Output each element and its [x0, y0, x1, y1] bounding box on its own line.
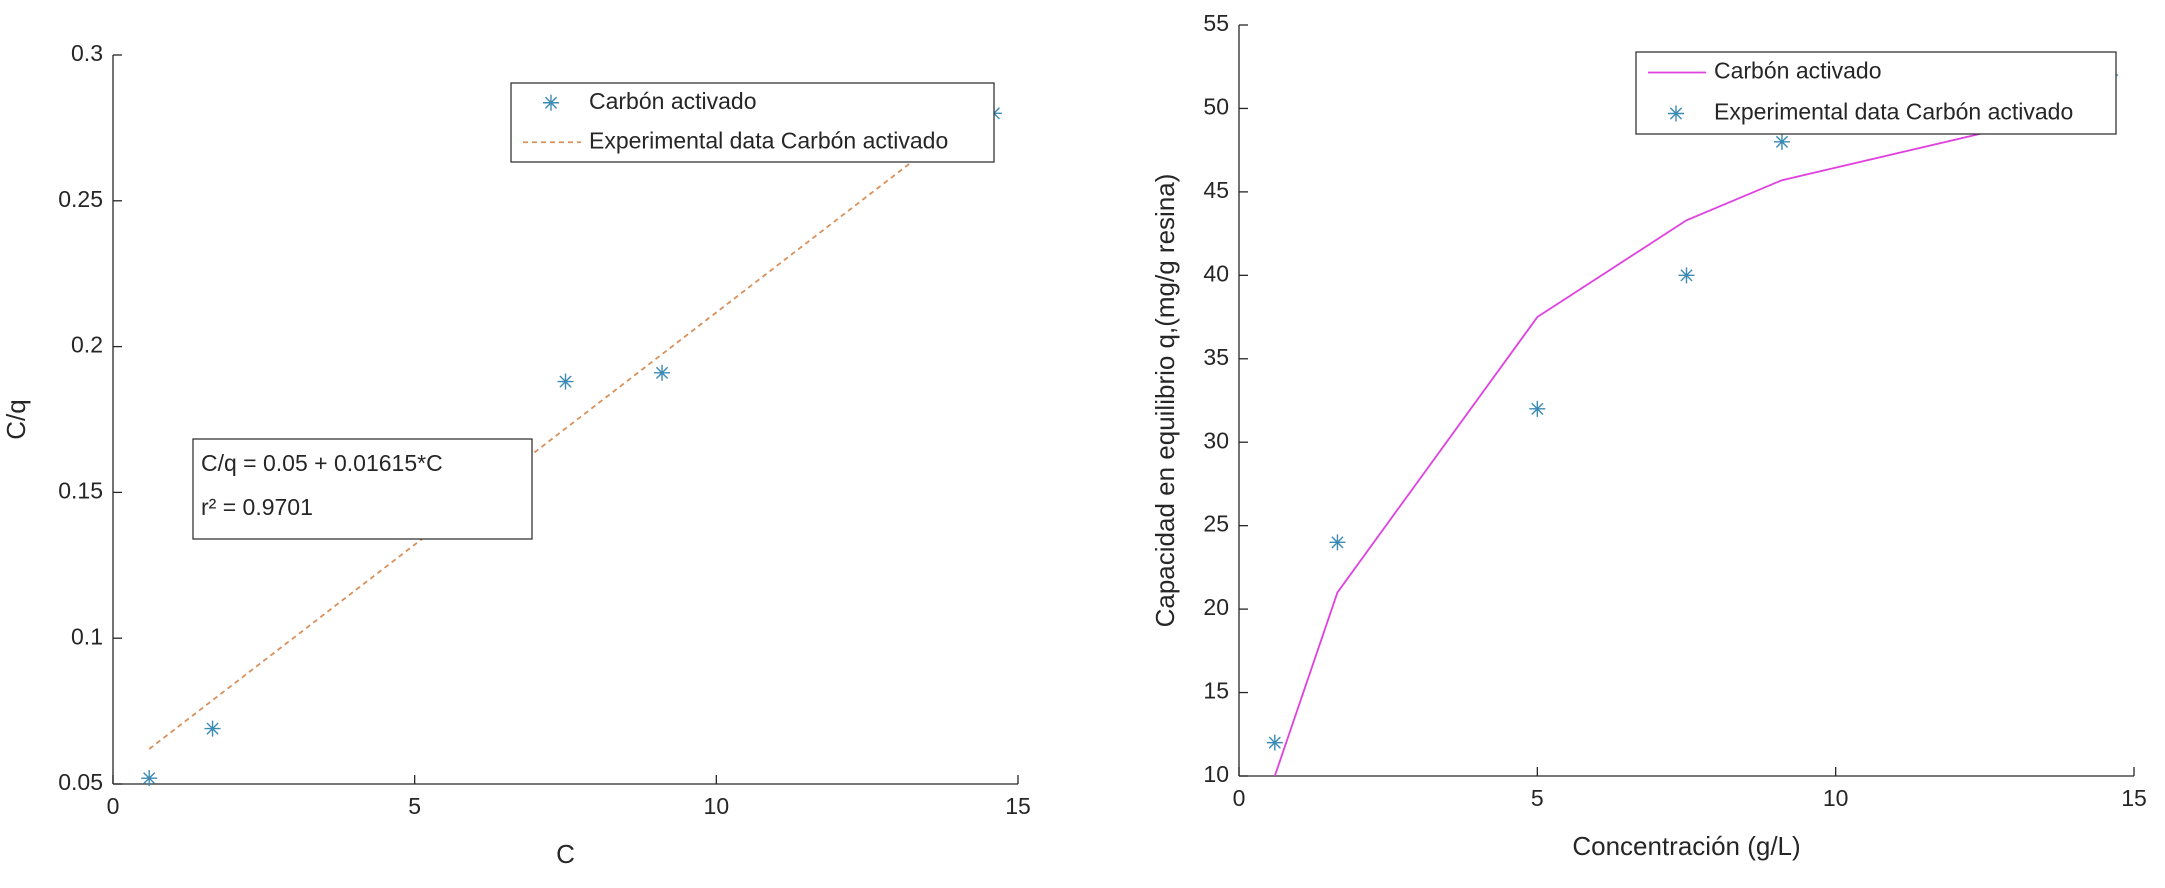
- y-axis-label: Capacidad en equilibrio q,(mg/g resina): [1150, 174, 1180, 628]
- data-point: [1773, 133, 1790, 150]
- legend-box: [1635, 51, 2117, 135]
- legend-marker: [1668, 105, 1684, 122]
- x-tick-label: 15: [1005, 793, 1031, 819]
- y-tick-label: 50: [1203, 94, 1229, 120]
- data-line: [1273, 102, 2111, 776]
- legend-label: Carbón activado: [1714, 58, 1882, 84]
- y-tick-label: 25: [1203, 511, 1229, 537]
- y-tick-label: 0.15: [58, 477, 103, 503]
- y-tick-label: 30: [1203, 427, 1229, 453]
- y-tick-label: 0.05: [58, 769, 103, 795]
- x-tick-label: 5: [1531, 785, 1544, 811]
- data-point: [141, 770, 158, 787]
- data-point: [204, 720, 221, 737]
- annotation-text: C/q = 0.05 + 0.01615*C: [201, 450, 443, 476]
- data-point: [654, 364, 671, 381]
- legend-label: Experimental data Carbón activado: [1714, 99, 2073, 125]
- y-tick-label: 20: [1203, 594, 1229, 620]
- x-tick-label: 0: [107, 793, 120, 819]
- y-tick-label: 15: [1203, 678, 1229, 704]
- data-point: [1329, 534, 1346, 551]
- x-tick-label: 10: [704, 793, 730, 819]
- y-tick-label: 35: [1203, 344, 1229, 370]
- legend-marker: [543, 94, 559, 111]
- y-tick-label: 40: [1203, 260, 1229, 286]
- y-tick-label: 0.1: [71, 623, 103, 649]
- x-axis-label: Concentración (g/L): [1572, 831, 1800, 861]
- legend-box: [510, 82, 995, 163]
- data-point: [1529, 400, 1546, 417]
- legend-label: Carbón activado: [589, 88, 757, 114]
- y-tick-label: 0.2: [71, 332, 103, 358]
- legend-label: Experimental data Carbón activado: [589, 127, 948, 153]
- y-tick-label: 55: [1203, 10, 1229, 36]
- data-point: [1678, 267, 1695, 284]
- x-tick-label: 15: [2121, 785, 2147, 811]
- data-point: [1266, 734, 1283, 751]
- y-tick-label: 10: [1203, 761, 1229, 787]
- y-tick-label: 0.3: [71, 40, 103, 66]
- x-tick-label: 0: [1233, 785, 1246, 811]
- data-line: [148, 98, 995, 750]
- y-axis-label: C/q: [1, 399, 31, 439]
- data-point: [557, 373, 574, 390]
- x-tick-label: 5: [408, 793, 421, 819]
- annotation-box: [192, 438, 533, 540]
- y-tick-label: 0.25: [58, 186, 103, 212]
- annotation-text: r² = 0.9701: [201, 494, 313, 520]
- y-tick-label: 45: [1203, 177, 1229, 203]
- x-tick-label: 10: [1823, 785, 1849, 811]
- x-axis-label: C: [556, 839, 575, 869]
